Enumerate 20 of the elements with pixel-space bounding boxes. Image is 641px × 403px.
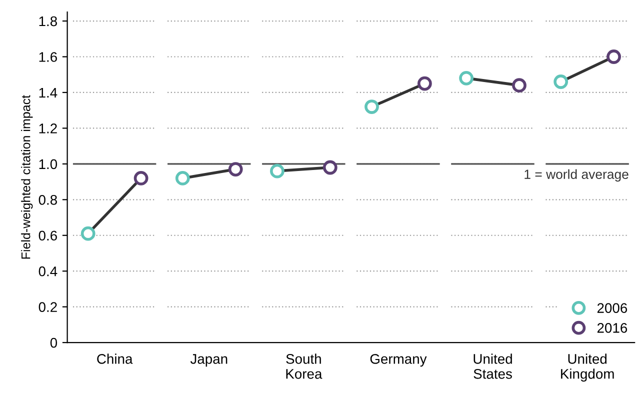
y-tick-label: 0.2 — [38, 302, 57, 312]
y-tick-label: 1.4 — [39, 88, 58, 98]
y-tick-label: 1.8 — [39, 16, 57, 26]
y-tick-label: 1.2 — [39, 124, 57, 134]
y-tick-label: 0.6 — [38, 230, 57, 241]
y-tick-label: 0.8 — [38, 194, 57, 205]
legend-label: 2006 — [597, 303, 628, 313]
x-tick-label: China — [97, 354, 133, 364]
x-tick-label: Japan — [190, 354, 228, 367]
x-tick-label: Germany — [370, 354, 427, 367]
y-tick-label: 0.4 — [38, 266, 58, 276]
x-tick-label: United States — [474, 354, 512, 379]
y-axis-title: Field-weighted citation impact — [21, 95, 33, 259]
y-tick-label: 1.6 — [39, 52, 57, 62]
y-tick-label: 0 — [50, 338, 58, 348]
legend-label: 2016 — [597, 323, 628, 333]
x-tick-label: South Korea — [286, 354, 322, 379]
x-tick-label: United Kingdom — [561, 354, 614, 382]
ref-line-label: 1 = world average — [524, 169, 628, 182]
y-tick-label: 1.0 — [39, 159, 58, 170]
